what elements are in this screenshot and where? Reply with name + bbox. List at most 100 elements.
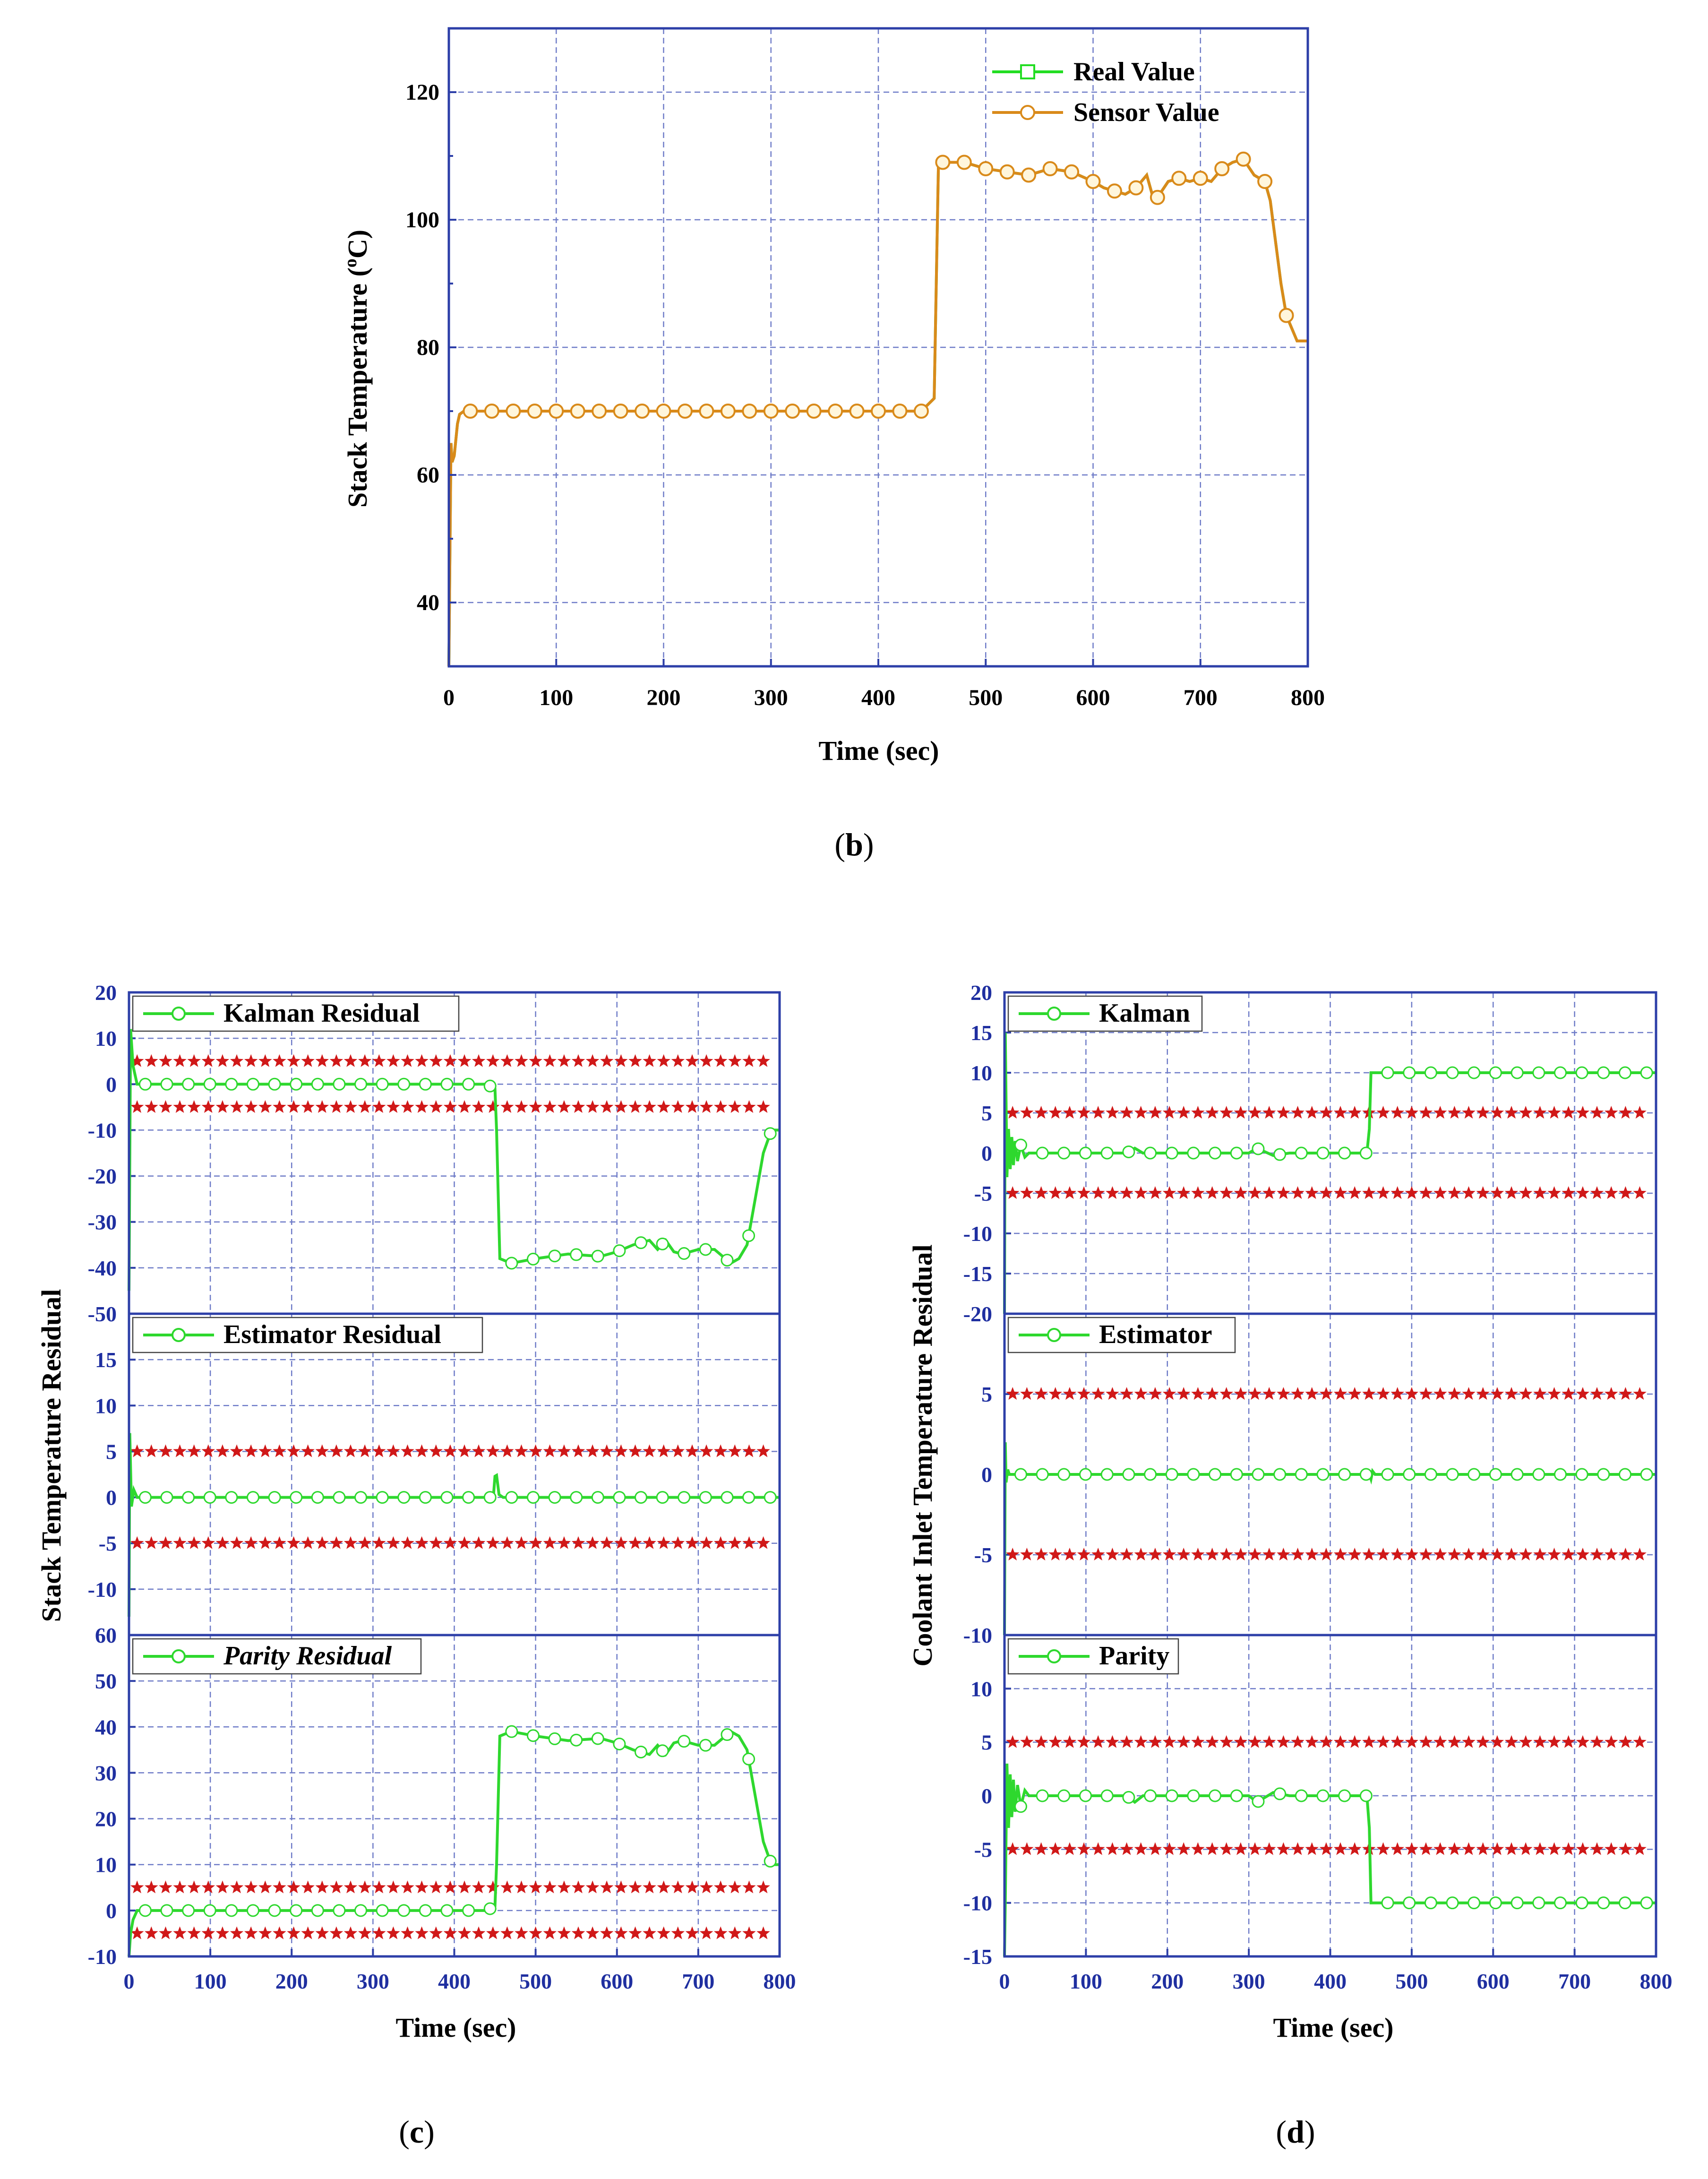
residual-marker [570, 1491, 583, 1504]
residual-marker [764, 1491, 777, 1504]
threshold-star [671, 1444, 685, 1457]
threshold-star [585, 1880, 600, 1894]
threshold-star [343, 1444, 358, 1457]
residual-marker [1446, 1896, 1459, 1910]
threshold-star [315, 1926, 329, 1939]
residual-marker [1187, 1789, 1200, 1802]
threshold-star [1576, 1106, 1590, 1119]
threshold-star [643, 1444, 656, 1457]
threshold-star [1006, 1387, 1020, 1400]
threshold-star [1319, 1106, 1333, 1119]
threshold-star [1162, 1548, 1176, 1561]
residual-marker [635, 1491, 648, 1504]
threshold-star [1590, 1842, 1604, 1855]
residual-marker [1014, 1138, 1027, 1152]
residual-marker [1144, 1789, 1157, 1802]
threshold-star [713, 1880, 728, 1894]
threshold-star [1390, 1387, 1404, 1400]
threshold-star [1547, 1106, 1561, 1119]
threshold-star [1091, 1548, 1105, 1561]
threshold-star [443, 1926, 457, 1939]
threshold-star [1063, 1106, 1077, 1119]
residual-marker [1209, 1146, 1222, 1160]
threshold-star [742, 1444, 756, 1457]
threshold-star [215, 1926, 230, 1939]
threshold-star [1476, 1548, 1490, 1561]
threshold-star [1519, 1186, 1533, 1199]
legend-marker [172, 1007, 186, 1021]
x-tick-label: 800 [1640, 1969, 1673, 1993]
threshold-star [728, 1926, 742, 1939]
x-tick-label: 800 [1291, 685, 1325, 710]
threshold-star [1476, 1735, 1490, 1748]
threshold-star [1134, 1106, 1148, 1119]
y-tick-label: 0 [981, 1141, 992, 1165]
threshold-star [500, 1444, 514, 1457]
residual-marker [699, 1491, 712, 1504]
chart-b-legend: Real Value Sensor Value [992, 57, 1219, 127]
residual-marker [311, 1904, 324, 1917]
y-tick-label: 40 [417, 590, 439, 615]
threshold-star [315, 1100, 329, 1113]
threshold-star [1433, 1735, 1447, 1748]
threshold-star [1120, 1387, 1133, 1400]
threshold-star [571, 1536, 585, 1549]
threshold-star [1362, 1735, 1376, 1748]
threshold-star [1504, 1735, 1519, 1748]
threshold-star [159, 1444, 172, 1457]
sensor-value-marker [484, 404, 499, 419]
threshold-star [329, 1536, 343, 1549]
residual-marker [268, 1491, 281, 1504]
threshold-star [699, 1054, 713, 1067]
residual-marker [290, 1491, 303, 1504]
threshold-star [358, 1880, 372, 1894]
residual-marker [742, 1491, 755, 1504]
threshold-star [1462, 1548, 1476, 1561]
chart-d-panel-kalman: 20 15 10 5 0 -5 -10 -15 -20 Kalman [963, 981, 1656, 1326]
threshold-star [457, 1054, 472, 1067]
threshold-star [230, 1926, 244, 1939]
threshold-star [244, 1054, 258, 1067]
threshold-star [401, 1926, 414, 1939]
legend-label: Parity Residual [223, 1641, 392, 1671]
threshold-star [1419, 1735, 1433, 1748]
threshold-star [443, 1054, 457, 1067]
residual-marker [526, 1252, 540, 1266]
residual-marker [1014, 1468, 1027, 1481]
threshold-star [756, 1926, 770, 1939]
chart-b-series [447, 151, 1308, 667]
threshold-star [1248, 1735, 1262, 1748]
threshold-star [1077, 1387, 1091, 1400]
sensor-value-marker [806, 404, 822, 419]
threshold-star [1205, 1106, 1219, 1119]
residual-marker [1489, 1896, 1502, 1910]
threshold-star [273, 1536, 286, 1549]
threshold-star [643, 1880, 656, 1894]
threshold-star [1604, 1387, 1618, 1400]
residual-marker [1532, 1896, 1545, 1910]
residual-marker [462, 1077, 475, 1091]
threshold-star [258, 1100, 272, 1113]
residual-marker [225, 1491, 238, 1504]
threshold-star [1576, 1548, 1590, 1561]
threshold-star [728, 1536, 742, 1549]
threshold-star [1106, 1548, 1119, 1561]
caption-b: (b) [834, 827, 874, 862]
threshold-star [443, 1100, 457, 1113]
threshold-star [685, 1444, 699, 1457]
threshold-star [500, 1926, 514, 1939]
threshold-star [557, 1926, 571, 1939]
threshold-star [699, 1880, 713, 1894]
residual-marker [1079, 1146, 1092, 1160]
threshold-star [1277, 1548, 1290, 1561]
threshold-star [486, 1880, 500, 1894]
threshold-star [1405, 1842, 1419, 1855]
threshold-star [1490, 1186, 1504, 1199]
threshold-star [429, 1926, 443, 1939]
threshold-star [429, 1054, 443, 1067]
threshold-star [756, 1880, 770, 1894]
threshold-star [1034, 1548, 1048, 1561]
threshold-star [1148, 1735, 1162, 1748]
threshold-star [728, 1054, 742, 1067]
residual-marker [721, 1491, 734, 1504]
